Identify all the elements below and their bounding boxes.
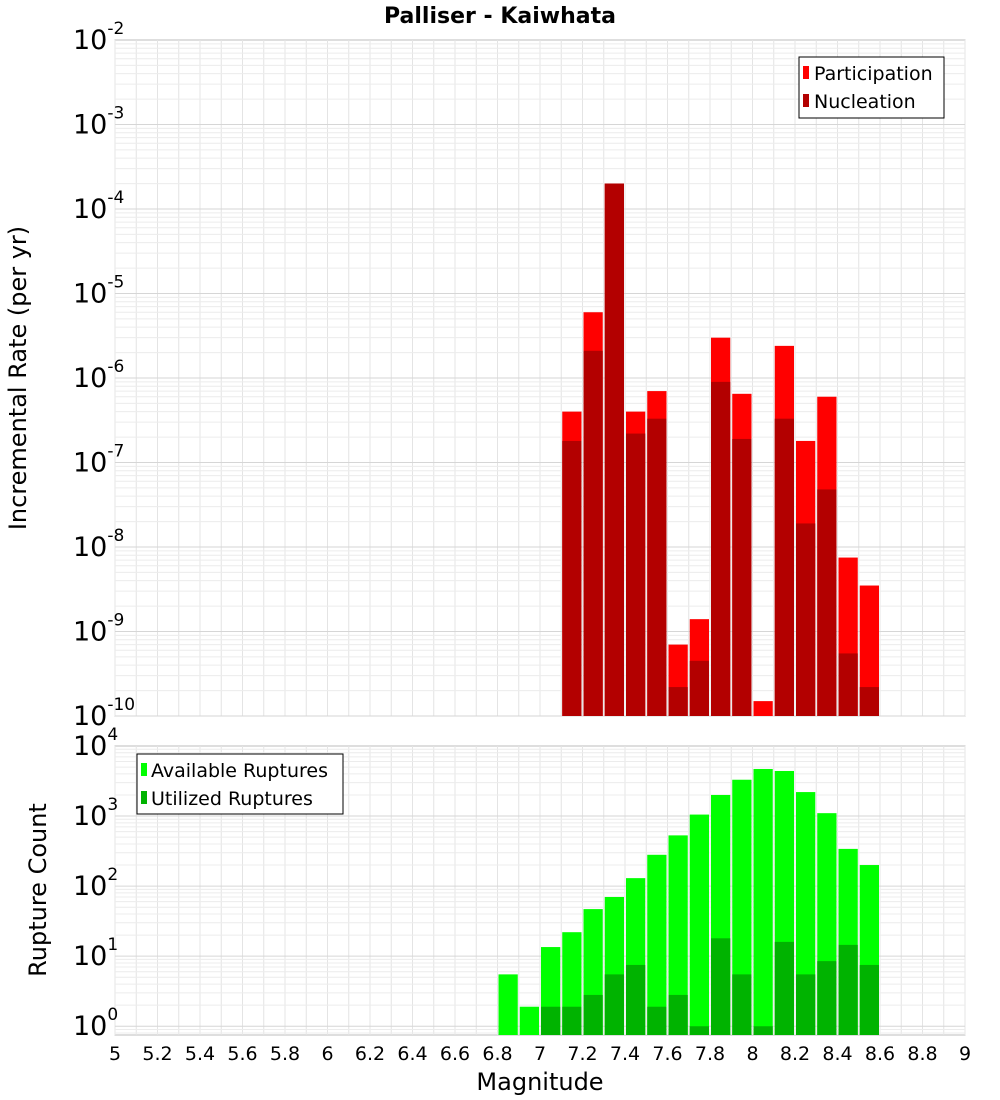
top-legend[interactable]: Participation Nucleation — [798, 56, 945, 119]
x-tick-label: 8.4 — [822, 1043, 852, 1065]
x-tick-label: 6.4 — [397, 1043, 427, 1065]
bar-utilized-ruptures — [732, 974, 752, 1035]
x-tick-label: 8.2 — [780, 1043, 810, 1065]
top-plot-panel: 10-210-310-410-510-610-710-810-910-10 In… — [4, 19, 966, 732]
chart-title: Palliser - Kaiwhata — [384, 4, 616, 29]
bar-utilized-ruptures — [689, 1026, 709, 1035]
bar-nucleation — [796, 523, 816, 716]
legend-swatch-participation — [803, 66, 809, 79]
bar-nucleation — [838, 653, 858, 716]
bar-nucleation — [859, 687, 879, 716]
bottom-legend[interactable]: Available Ruptures Utilized Ruptures — [136, 753, 344, 815]
x-tick-label: 9 — [959, 1043, 971, 1065]
bar-utilized-ruptures — [711, 938, 731, 1035]
legend-label-participation: Participation — [814, 63, 933, 85]
bar-nucleation — [689, 660, 709, 716]
bar-available-ruptures — [689, 814, 709, 1035]
x-tick-label: 5 — [109, 1043, 121, 1065]
x-tick-label: 8.6 — [865, 1043, 895, 1065]
x-tick-label: 5.6 — [227, 1043, 257, 1065]
bottom-y-axis-label: Rupture Count — [24, 803, 52, 977]
top-y-axis-label: Incremental Rate (per yr) — [4, 226, 32, 530]
y-tick-label: 102 — [73, 865, 118, 902]
x-tick-label: 7.8 — [695, 1043, 725, 1065]
bar-nucleation — [711, 381, 731, 716]
x-tick-label: 8 — [746, 1043, 758, 1065]
x-tick-label: 6 — [321, 1043, 333, 1065]
bar-nucleation — [626, 433, 646, 716]
bottom-y-tick-labels: 100 101 102 103 104 — [73, 725, 118, 1042]
y-tick-label: 104 — [73, 725, 118, 762]
x-tick-label: 8.8 — [907, 1043, 937, 1065]
bar-utilized-ruptures — [583, 994, 603, 1035]
bar-nucleation — [647, 418, 667, 716]
bar-nucleation — [562, 440, 582, 716]
bar-available-ruptures — [732, 779, 752, 1035]
bar-utilized-ruptures — [647, 1006, 667, 1035]
bottom-bars — [498, 768, 879, 1035]
x-tick-label: 7.6 — [652, 1043, 682, 1065]
x-tick-label: 6.6 — [440, 1043, 470, 1065]
bar-utilized-ruptures — [626, 964, 646, 1035]
legend-swatch-available-ruptures — [141, 763, 147, 776]
legend-label-available-ruptures: Available Ruptures — [151, 760, 328, 782]
bar-utilized-ruptures — [817, 961, 837, 1035]
legend-label-utilized-ruptures: Utilized Ruptures — [151, 788, 313, 810]
bar-nucleation — [817, 489, 837, 716]
bar-available-ruptures — [647, 854, 667, 1035]
y-tick-label: 10-10 — [73, 695, 135, 732]
y-tick-label: 100 — [73, 1005, 118, 1042]
bar-utilized-ruptures — [796, 974, 816, 1035]
bar-utilized-ruptures — [604, 974, 624, 1035]
legend-label-nucleation: Nucleation — [814, 91, 916, 113]
x-tick-label: 6.8 — [482, 1043, 512, 1065]
bar-available-ruptures — [753, 768, 773, 1035]
bar-utilized-ruptures — [541, 1006, 561, 1035]
x-tick-label: 5.4 — [185, 1043, 215, 1065]
bar-utilized-ruptures — [562, 1006, 582, 1035]
bar-nucleation — [774, 418, 794, 716]
top-bars — [562, 183, 879, 716]
bar-utilized-ruptures — [859, 964, 879, 1035]
bar-available-ruptures — [519, 1006, 539, 1035]
bar-nucleation — [583, 350, 603, 716]
x-tick-label: 7.2 — [567, 1043, 597, 1065]
bar-utilized-ruptures — [774, 941, 794, 1035]
bar-nucleation — [604, 183, 624, 716]
bar-participation — [859, 585, 879, 716]
bar-utilized-ruptures — [668, 994, 688, 1035]
bar-participation — [753, 701, 773, 716]
y-tick-label: 10-6 — [73, 357, 124, 394]
bar-nucleation — [668, 687, 688, 716]
x-tick-label: 6.2 — [355, 1043, 385, 1065]
x-tick-label: 5.8 — [270, 1043, 300, 1065]
top-legend-box — [798, 56, 945, 119]
bar-nucleation — [732, 438, 752, 716]
x-axis-label: Magnitude — [476, 1068, 603, 1096]
y-tick-label: 101 — [73, 935, 118, 972]
bottom-plot-panel: 100 101 102 103 104 5 5.2 5.4 5.6 5.8 6 6.2 6.4 6.6 6… — [24, 725, 971, 1096]
x-tick-label: 7.4 — [610, 1043, 640, 1065]
legend-swatch-nucleation — [803, 94, 809, 107]
x-tick-labels: 5 5.2 5.4 5.6 5.8 6 6.2 6.4 6.6 6.8 7 7.2 7.4 7.6 7.8 8… — [109, 1043, 971, 1065]
x-tick-label: 7 — [534, 1043, 546, 1065]
y-tick-label: 10-7 — [73, 442, 124, 479]
x-tick-label: 5.2 — [142, 1043, 172, 1065]
bar-utilized-ruptures — [753, 1026, 773, 1035]
bar-available-ruptures — [668, 835, 688, 1035]
bottom-legend-box — [136, 753, 344, 815]
bar-utilized-ruptures — [838, 944, 858, 1035]
bar-available-ruptures — [498, 974, 518, 1035]
top-grid — [114, 40, 966, 717]
bar-available-ruptures — [796, 792, 816, 1035]
y-tick-label: 103 — [73, 795, 118, 832]
legend-swatch-utilized-ruptures — [141, 791, 147, 804]
